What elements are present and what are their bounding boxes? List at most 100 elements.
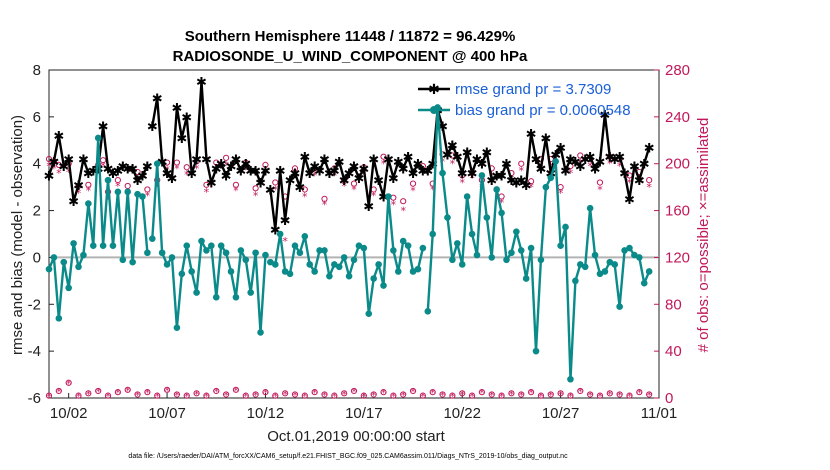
bias-point <box>188 268 195 275</box>
obs-count-bottom-star: * <box>184 392 189 403</box>
chart-subtitle: RADIOSONDE_U_WIND_COMPONENT @ 400 hPa <box>173 48 528 65</box>
x-tick-label: 10/02 <box>50 405 88 422</box>
obs-count-bottom-circle <box>134 391 141 398</box>
rmse-point: ✱ <box>53 130 64 145</box>
rmse-point: ✱ <box>270 223 281 238</box>
rmse-point: ✱ <box>565 153 576 168</box>
rmse-point: ✱ <box>304 167 315 182</box>
rmse-point: ✱ <box>176 132 187 147</box>
bias-point <box>596 270 604 278</box>
obs-count-bottom-star: * <box>283 389 288 400</box>
obs-possible-point <box>449 152 456 159</box>
obs-count-bottom-circle <box>350 387 358 395</box>
obs-assimilated-point: * <box>420 167 426 180</box>
bias-point <box>478 172 486 179</box>
bias-point <box>158 249 166 257</box>
bias-point <box>439 169 446 177</box>
bias-point <box>350 256 358 264</box>
rmse-point: ✱ <box>93 162 104 177</box>
obs-assimilated-point: * <box>459 176 465 189</box>
obs-count-bottom-circle <box>272 392 279 399</box>
obs-count-bottom-star: * <box>588 390 593 401</box>
obs-count-bottom-circle <box>498 392 505 399</box>
obs-count-bottom-star: * <box>647 390 652 401</box>
obs-possible-point <box>527 178 535 185</box>
bias-point <box>119 256 127 264</box>
rmse-point: ✱ <box>201 153 212 168</box>
obs-count-bottom-circle <box>331 392 338 399</box>
bias-point <box>616 303 623 310</box>
obs-possible-point <box>144 186 151 193</box>
obs-possible-point <box>301 186 308 193</box>
x-tick-label: 10/12 <box>247 405 285 422</box>
rmse-point: ✱ <box>211 162 222 177</box>
bias-point <box>50 254 58 261</box>
bias-point <box>163 261 171 268</box>
bias-point <box>227 268 235 275</box>
bias-point <box>640 279 648 287</box>
bias-point <box>375 261 382 268</box>
bias-point <box>522 275 530 282</box>
obs-assimilated-point: * <box>76 187 82 200</box>
rmse-point: ✱ <box>221 169 232 184</box>
bias-point <box>109 242 117 250</box>
obs-count-bottom-circle <box>478 389 486 396</box>
obs-assimilated-point: * <box>568 167 574 180</box>
bias-point <box>252 249 259 257</box>
obs-count-bottom-star: * <box>489 390 494 401</box>
rmse-point: ✱ <box>427 158 438 173</box>
obs-count-bottom-star: * <box>607 389 612 400</box>
obs-count-bottom-star: * <box>460 389 465 400</box>
x-tick-label: 10/07 <box>148 405 186 422</box>
obs-count-bottom-circle <box>577 387 584 395</box>
bias-point <box>360 244 368 252</box>
obs-count-bottom-circle <box>626 392 633 399</box>
obs-possible-point <box>291 165 299 172</box>
bias-point <box>301 233 309 240</box>
legend-bias-label: bias grand pr = 0.0060548 <box>455 102 631 119</box>
rmse-point: ✱ <box>280 214 291 229</box>
obs-count-bottom-circle <box>183 392 190 399</box>
rmse-point: ✱ <box>388 172 399 187</box>
rmse-point: ✱ <box>319 153 330 168</box>
obs-count-bottom-star: * <box>548 390 553 401</box>
rmse-point: ✱ <box>285 174 296 189</box>
obs-possible-point <box>163 159 171 166</box>
obs-count-bottom-star: * <box>273 392 278 403</box>
rmse-point: ✱ <box>457 167 468 182</box>
obs-count-bottom-circle <box>390 392 397 399</box>
obs-count-bottom-circle <box>311 389 318 396</box>
bias-point <box>144 249 151 257</box>
bias-point <box>222 249 230 257</box>
obs-count-bottom-star: * <box>312 388 317 399</box>
rmse-point: ✱ <box>467 167 478 182</box>
obs-count-bottom-star: * <box>401 390 406 401</box>
bias-point <box>458 261 466 268</box>
rmse-point: ✱ <box>127 162 138 177</box>
rmse-point: ✱ <box>309 160 320 175</box>
obs-count-bottom-star: * <box>617 390 622 401</box>
obs-assimilated-point: * <box>381 158 387 171</box>
obs-count-bottom-star: * <box>420 392 425 403</box>
obs-count-bottom-star: * <box>332 392 337 403</box>
obs-count-bottom-circle <box>419 392 426 399</box>
bias-point <box>424 308 432 315</box>
y-tick-label: -2 <box>28 296 41 313</box>
obs-possible-point <box>400 198 407 205</box>
bias-point <box>513 228 520 235</box>
obs-count-bottom-star: * <box>302 392 307 403</box>
bias-point <box>173 324 181 332</box>
obs-count-bottom-circle <box>232 386 240 393</box>
obs-count-bottom-star: * <box>204 392 209 403</box>
obs-assimilated-point: * <box>174 162 180 175</box>
rmse-point: ✱ <box>481 146 492 161</box>
obs-count-bottom-circle <box>596 392 604 399</box>
rmse-point: ✱ <box>417 165 428 180</box>
rmse-point: ✱ <box>240 158 251 173</box>
obs-count-bottom-circle <box>222 391 230 398</box>
bias-point <box>414 265 422 273</box>
rmse-point: ✱ <box>122 162 133 177</box>
bias-point <box>493 186 500 193</box>
bias-point <box>296 249 304 257</box>
